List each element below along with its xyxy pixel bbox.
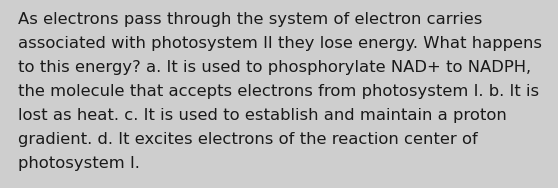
Text: photosystem I.: photosystem I. — [18, 156, 140, 171]
Text: associated with photosystem II they lose energy. What happens: associated with photosystem II they lose… — [18, 36, 542, 51]
Text: to this energy? a. It is used to phosphorylate NAD+ to NADPH,: to this energy? a. It is used to phospho… — [18, 60, 531, 75]
Text: gradient. d. It excites electrons of the reaction center of: gradient. d. It excites electrons of the… — [18, 132, 478, 147]
Text: As electrons pass through the system of electron carries: As electrons pass through the system of … — [18, 12, 482, 27]
Text: lost as heat. c. It is used to establish and maintain a proton: lost as heat. c. It is used to establish… — [18, 108, 507, 123]
Text: the molecule that accepts electrons from photosystem I. b. It is: the molecule that accepts electrons from… — [18, 84, 539, 99]
